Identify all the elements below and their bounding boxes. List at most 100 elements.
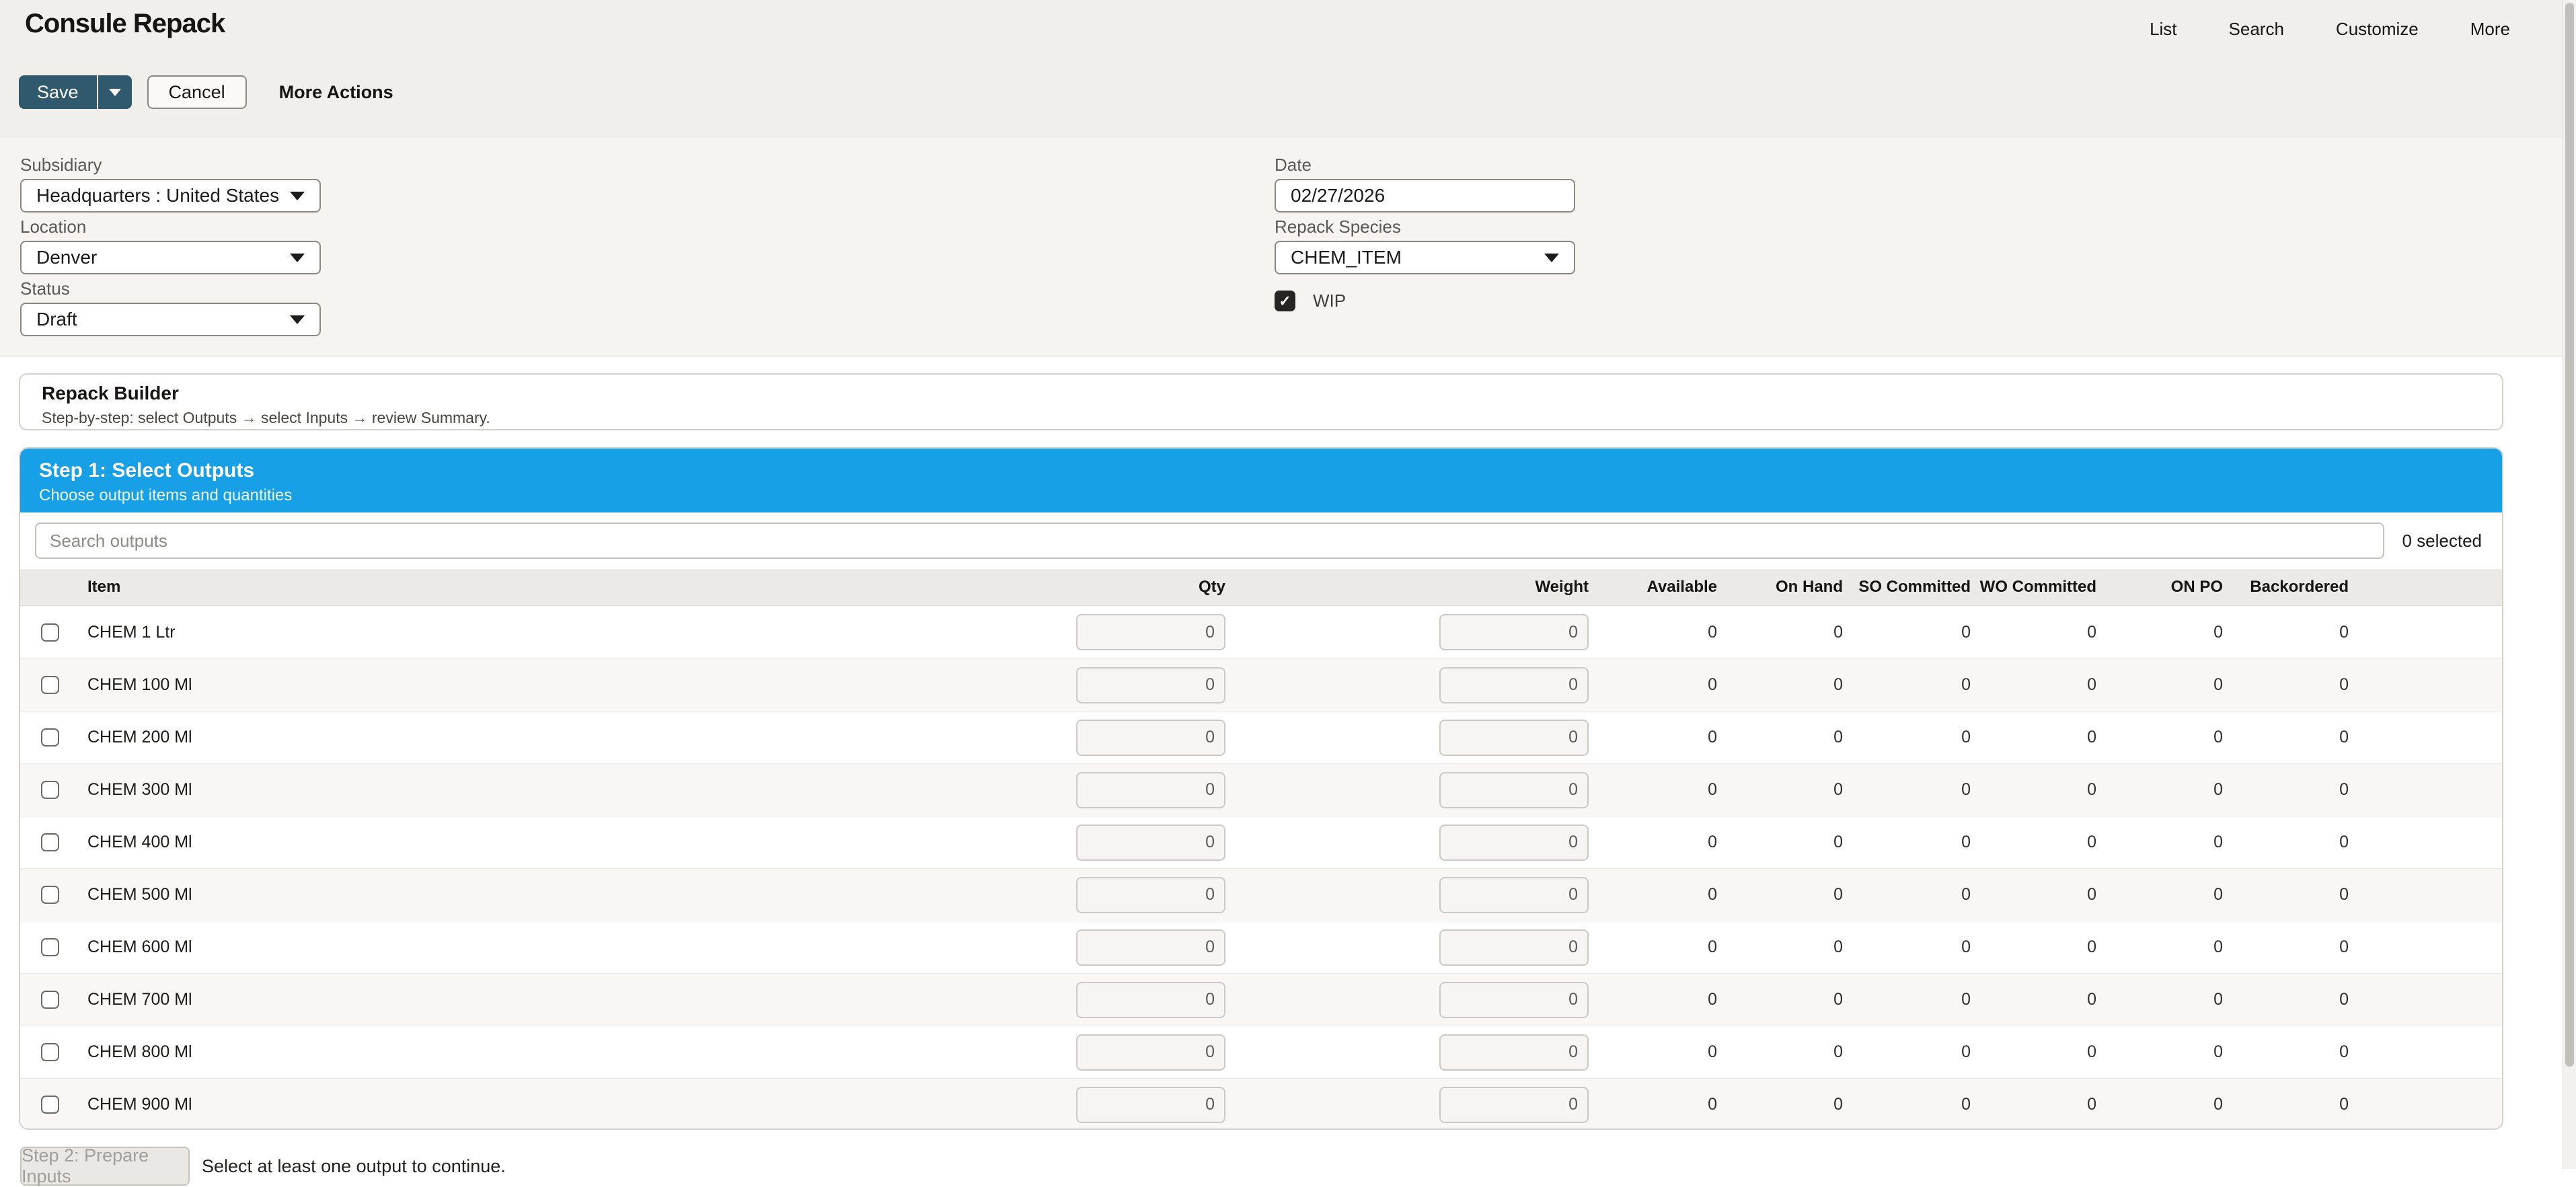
repack-species-select[interactable]: CHEM_ITEM	[1275, 241, 1575, 274]
weight-input[interactable]	[1439, 876, 1589, 913]
weight-input[interactable]	[1439, 981, 1589, 1018]
wo-committed-value: 0	[2087, 622, 2096, 642]
qty-input[interactable]	[1076, 824, 1225, 861]
backordered-value: 0	[2339, 675, 2349, 694]
row-checkbox[interactable]	[41, 1096, 59, 1114]
location-value: Denver	[36, 247, 98, 268]
chevron-down-icon	[290, 253, 305, 262]
nav-list[interactable]: List	[2150, 19, 2177, 39]
qty-input[interactable]	[1076, 876, 1225, 913]
location-label: Location	[20, 217, 87, 237]
row-item-label: CHEM 400 Ml	[87, 833, 192, 851]
weight-input[interactable]	[1439, 614, 1589, 650]
row-item-label: CHEM 600 Ml	[87, 937, 192, 956]
qty-input[interactable]	[1076, 981, 1225, 1018]
on-po-value: 0	[2213, 1042, 2223, 1061]
row-checkbox-cell	[20, 938, 69, 956]
weight-input[interactable]	[1439, 929, 1589, 966]
wo-committed-value: 0	[2087, 990, 2096, 1009]
qty-input[interactable]	[1076, 1086, 1225, 1123]
location-select[interactable]: Denver	[20, 241, 321, 274]
available-value: 0	[1708, 728, 1717, 746]
step1-subtitle: Choose output items and quantities	[39, 486, 293, 504]
weight-cell	[1439, 719, 1589, 756]
wip-checkbox[interactable]: ✓	[1275, 291, 1295, 311]
status-label: Status	[20, 278, 70, 299]
qty-input[interactable]	[1076, 614, 1225, 650]
column-header-wo-committed: WO Committed	[1979, 578, 2096, 596]
on-po-value: 0	[2213, 885, 2223, 904]
table-row: CHEM 600 Ml 0 0 0 0 0 0	[20, 921, 2502, 973]
so-committed-value: 0	[1961, 937, 1971, 956]
wo-committed-value: 0	[2087, 728, 2096, 746]
wo-committed-value: 0	[2087, 780, 2096, 799]
weight-input[interactable]	[1439, 771, 1589, 808]
status-select[interactable]: Draft	[20, 303, 321, 336]
backordered-value: 0	[2339, 885, 2349, 904]
on-hand-value: 0	[1833, 622, 1843, 642]
qty-input[interactable]	[1076, 719, 1225, 756]
wo-committed-value: 0	[2087, 1095, 2096, 1114]
toolbar: Save Cancel More Actions	[19, 75, 393, 109]
so-committed-value: 0	[1961, 675, 1971, 694]
date-input[interactable]: 02/27/2026	[1275, 179, 1575, 213]
row-checkbox[interactable]	[41, 623, 59, 642]
row-checkbox-cell	[20, 623, 69, 642]
backordered-value: 0	[2339, 728, 2349, 746]
row-checkbox[interactable]	[41, 991, 59, 1009]
qty-input[interactable]	[1076, 1034, 1225, 1071]
nav-customize[interactable]: Customize	[2335, 19, 2419, 39]
qty-input[interactable]	[1076, 771, 1225, 808]
on-po-value: 0	[2213, 990, 2223, 1009]
nav-more[interactable]: More	[2470, 19, 2510, 39]
row-checkbox[interactable]	[41, 938, 59, 956]
outputs-table-body: CHEM 1 Ltr000000CHEM 100 Ml000000CHEM 20…	[20, 606, 2502, 1128]
weight-cell	[1439, 1086, 1589, 1123]
row-checkbox[interactable]	[41, 886, 59, 904]
weight-cell	[1439, 771, 1589, 808]
weight-input[interactable]	[1439, 666, 1589, 703]
so-committed-value: 0	[1961, 1095, 1971, 1114]
backordered-value: 0	[2339, 937, 2349, 956]
so-committed-value: 0	[1961, 833, 1971, 851]
record-form-section: Subsidiary Headquarters : United States …	[0, 138, 2576, 356]
table-row: CHEM 800 Ml 0 0 0 0 0 0	[20, 1026, 2502, 1078]
available-value: 0	[1708, 937, 1717, 956]
nav-search[interactable]: Search	[2228, 19, 2284, 39]
row-checkbox[interactable]	[41, 833, 59, 851]
backordered-value: 0	[2339, 1095, 2349, 1114]
weight-cell	[1439, 666, 1589, 703]
row-checkbox[interactable]	[41, 1043, 59, 1061]
row-item-label: CHEM 900 Ml	[87, 1095, 192, 1114]
step2-prepare-inputs-button[interactable]: Step 2: Prepare Inputs	[20, 1145, 190, 1186]
so-committed-value: 0	[1961, 990, 1971, 1009]
page-scrollbar[interactable]	[2563, 0, 2576, 1169]
save-split-button: Save	[19, 75, 132, 109]
search-outputs-input[interactable]	[35, 523, 2385, 559]
cancel-button[interactable]: Cancel	[147, 75, 247, 109]
row-checkbox-cell	[20, 1043, 69, 1061]
top-bar: Consule Repack List Search Customize Mor…	[0, 0, 2576, 138]
so-committed-value: 0	[1961, 728, 1971, 746]
weight-input[interactable]	[1439, 719, 1589, 756]
weight-input[interactable]	[1439, 824, 1589, 861]
save-button[interactable]: Save	[37, 81, 79, 102]
row-checkbox[interactable]	[41, 728, 59, 746]
save-menu-button[interactable]	[96, 75, 132, 109]
on-po-value: 0	[2213, 780, 2223, 799]
row-checkbox[interactable]	[41, 781, 59, 799]
row-checkbox[interactable]	[41, 676, 59, 694]
scrollbar-thumb[interactable]	[2565, 3, 2574, 1067]
subsidiary-select[interactable]: Headquarters : United States	[20, 179, 321, 213]
more-actions-button[interactable]: More Actions	[278, 81, 393, 102]
table-row: CHEM 100 Ml 0 0 0 0 0 0	[20, 658, 2502, 711]
form-column-left: Subsidiary Headquarters : United States …	[20, 155, 321, 340]
table-row: CHEM 900 Ml 0 0 0 0 0 0	[20, 1078, 2502, 1128]
backordered-value: 0	[2339, 780, 2349, 799]
field-date: Date 02/27/2026	[1275, 155, 1575, 213]
weight-cell	[1439, 614, 1589, 650]
qty-input[interactable]	[1076, 929, 1225, 966]
weight-input[interactable]	[1439, 1034, 1589, 1071]
weight-input[interactable]	[1439, 1086, 1589, 1123]
qty-input[interactable]	[1076, 666, 1225, 703]
